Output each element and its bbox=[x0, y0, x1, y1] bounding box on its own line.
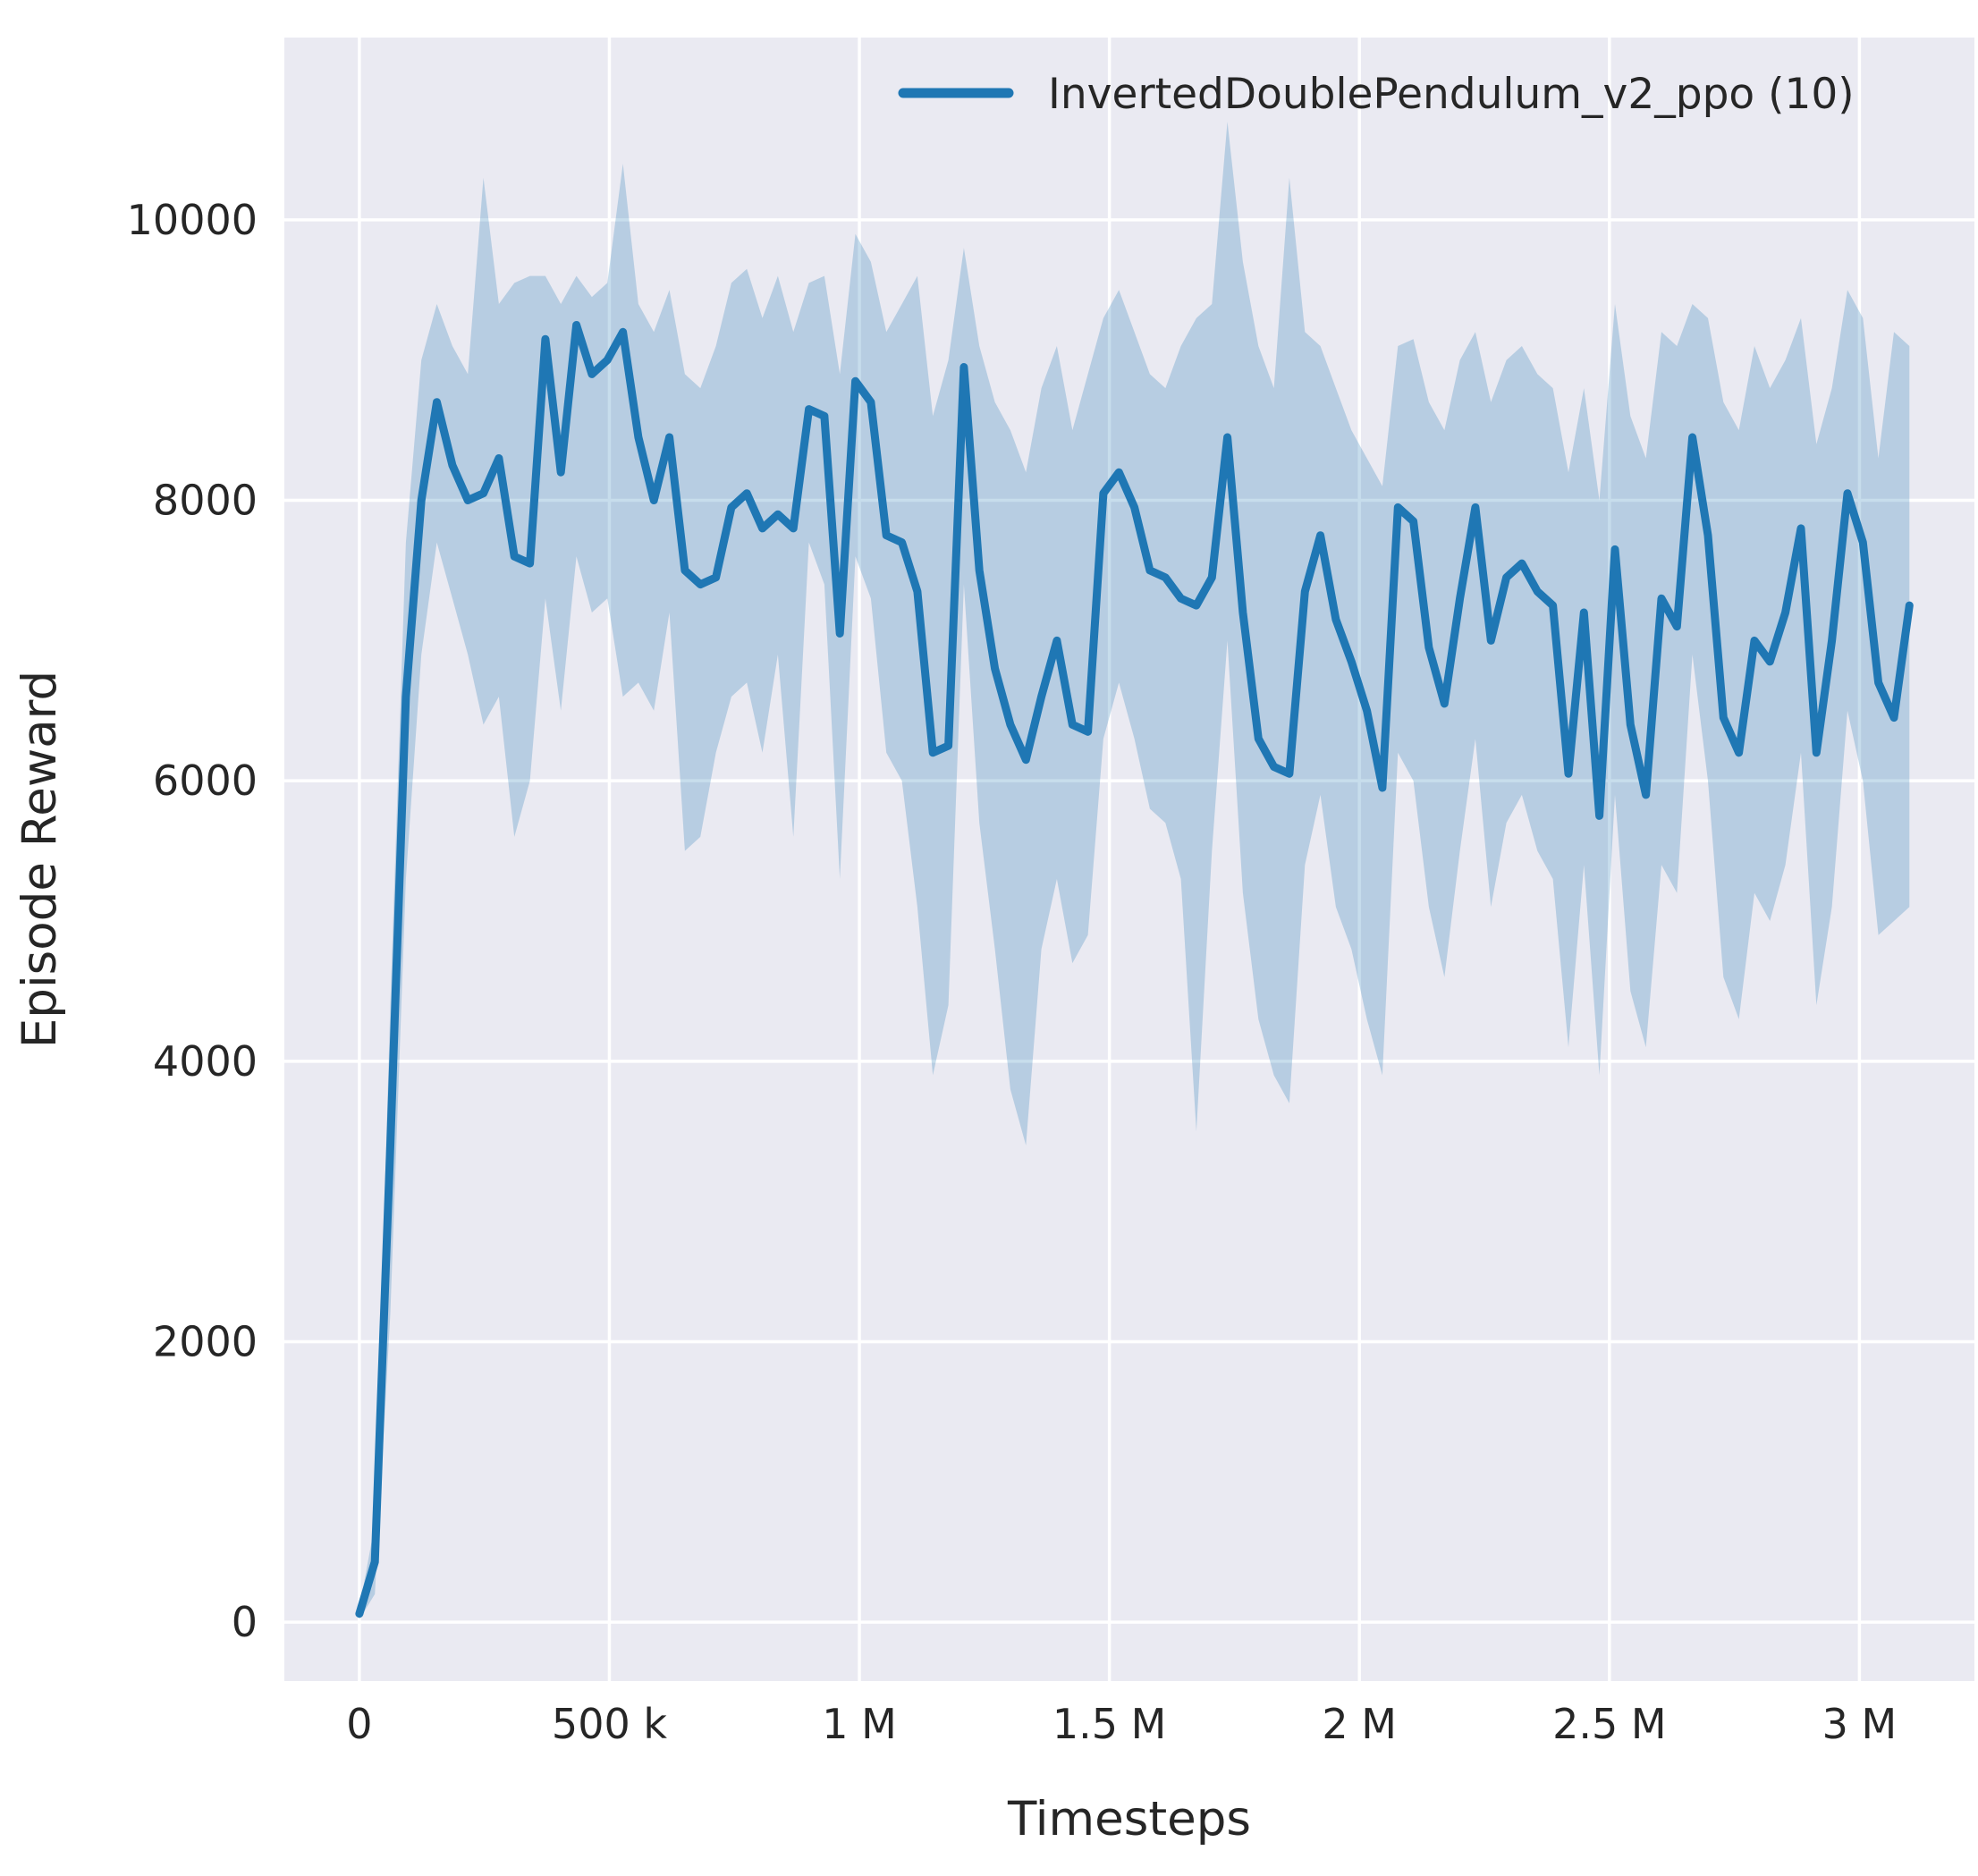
y-axis-label: Episode Reward bbox=[13, 671, 67, 1048]
svg-text:10000: 10000 bbox=[127, 196, 258, 244]
svg-text:0: 0 bbox=[232, 1598, 258, 1646]
svg-text:4000: 4000 bbox=[153, 1037, 258, 1086]
svg-text:2 M: 2 M bbox=[1322, 1700, 1397, 1748]
svg-text:6000: 6000 bbox=[153, 756, 258, 805]
svg-text:2000: 2000 bbox=[153, 1317, 258, 1365]
legend: InvertedDoublePendulum_v2_ppo (10) bbox=[898, 70, 1855, 119]
svg-text:0: 0 bbox=[346, 1700, 372, 1748]
svg-text:500 k: 500 k bbox=[552, 1700, 667, 1748]
svg-text:3 M: 3 M bbox=[1822, 1700, 1898, 1748]
legend-label: InvertedDoublePendulum_v2_ppo (10) bbox=[1048, 70, 1855, 119]
svg-text:1.5 M: 1.5 M bbox=[1052, 1700, 1166, 1748]
plot-area: 0 500 k 1 M 1.5 M 2 M 2.5 M 3 M 0 2000 4000 6000 80… bbox=[127, 38, 1974, 1748]
svg-text:1 M: 1 M bbox=[822, 1700, 897, 1748]
svg-text:8000: 8000 bbox=[153, 477, 258, 525]
svg-text:2.5 M: 2.5 M bbox=[1552, 1700, 1666, 1748]
x-axis-label: Timesteps bbox=[1007, 1792, 1251, 1846]
